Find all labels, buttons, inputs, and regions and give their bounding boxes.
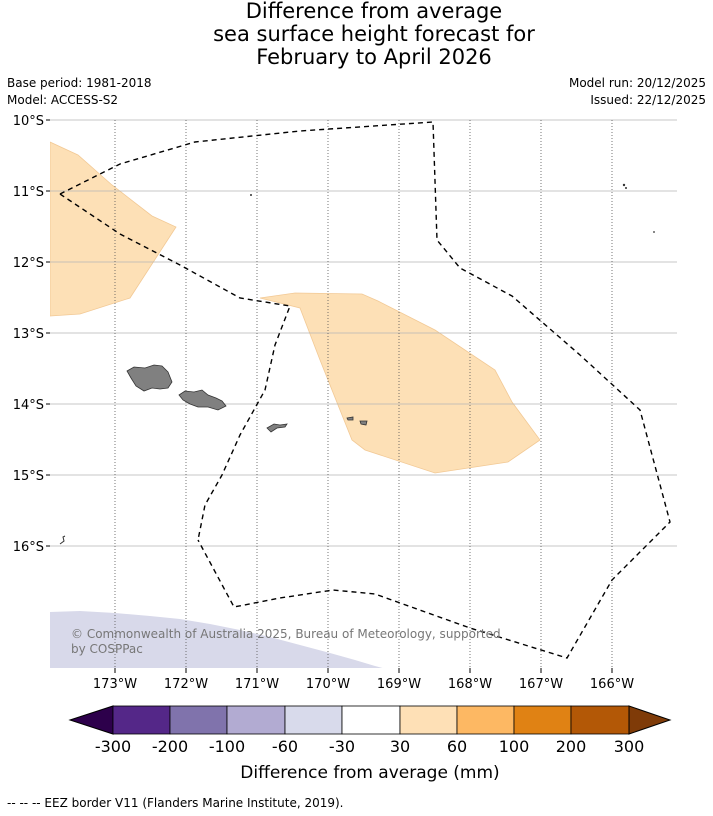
lon-label: 173°W	[93, 677, 137, 692]
colorbar-tick-label: 60	[447, 737, 467, 756]
lat-label: 10°S	[13, 114, 44, 129]
anomaly-negative-region	[50, 611, 383, 668]
title-line-2: sea surface height forecast for	[213, 22, 535, 46]
lon-label: 172°W	[164, 677, 208, 692]
colorbar-tick-label: -200	[152, 737, 188, 756]
colorbar-bin	[341, 705, 401, 735]
islet-4	[653, 231, 655, 233]
lat-label: 13°S	[13, 327, 44, 342]
colorbar-label: Difference from average (mm)	[240, 763, 499, 783]
land-masses	[59, 183, 655, 545]
islet-2	[622, 183, 626, 187]
colorbar-tick-label: -30	[329, 737, 355, 756]
colorbar-tick-label: -60	[272, 737, 298, 756]
island-upolu	[178, 389, 227, 411]
anomaly-positive-region-central	[259, 292, 541, 474]
colorbar-tick-label: 30	[390, 737, 410, 756]
colorbar-extend-max	[628, 705, 672, 735]
islet-5	[59, 535, 66, 545]
model-run: Model run: 20/12/2025	[568, 76, 706, 90]
island-ofu	[346, 416, 354, 421]
colorbar-bin	[570, 705, 630, 735]
colorbar: -300 -200 -100 -60 -30 30 60 100 200 300	[68, 705, 672, 756]
lat-label: 11°S	[13, 185, 44, 200]
lon-label: 167°W	[519, 677, 563, 692]
meta-right: Model run: 20/12/2025 Issued: 22/12/2025	[569, 75, 706, 109]
islet-1	[250, 194, 252, 196]
issued-date: Issued: 22/12/2025	[590, 93, 706, 107]
title-line-3: February to April 2026	[256, 45, 492, 69]
colorbar-extend-min	[68, 705, 114, 735]
eez-borders	[59, 121, 671, 659]
colorbar-tick-label: -100	[209, 737, 245, 756]
lon-label: 168°W	[448, 677, 492, 692]
eez-legend: -- -- -- EEZ border V11 (Flanders Marine…	[7, 796, 344, 810]
colorbar-bin	[513, 705, 572, 735]
meta-left: Base period: 1981-2018 Model: ACCESS-S2	[7, 75, 152, 109]
colorbar-tick-label: 100	[499, 737, 530, 756]
lat-label: 16°S	[13, 540, 44, 555]
island-tutuila	[266, 423, 288, 433]
colorbar-tick-label: 300	[614, 737, 645, 756]
map-figure: 10°S 11°S 12°S 13°S 14°S 15°S 16°S 173°W 172°W 17…	[13, 114, 677, 783]
islet-3	[625, 187, 627, 189]
colorbar-bin	[169, 705, 228, 735]
eez-border-samoa	[59, 193, 291, 541]
lon-label: 171°W	[235, 677, 279, 692]
title-line-1: Difference from average	[245, 0, 503, 23]
colorbar-bin	[456, 705, 515, 735]
lon-label: 166°W	[590, 677, 634, 692]
colorbar-tick-label: 200	[556, 737, 587, 756]
base-period: Base period: 1981-2018	[7, 76, 152, 90]
lon-label: 169°W	[377, 677, 421, 692]
model-name: Model: ACCESS-S2	[7, 93, 119, 107]
lat-label: 15°S	[13, 469, 44, 484]
map-title: Difference from average sea surface heig…	[0, 0, 713, 69]
eez-border-american-samoa	[59, 121, 671, 659]
map-area	[50, 141, 541, 668]
lon-label: 170°W	[306, 677, 350, 692]
island-tau	[359, 420, 368, 426]
copyright-line-1: © Commonwealth of Australia 2025, Bureau…	[71, 627, 501, 641]
axis-ticks: 10°S 11°S 12°S 13°S 14°S 15°S 16°S 173°W 172°W 17…	[13, 114, 635, 692]
colorbar-bin	[226, 705, 286, 735]
colorbar-bin	[112, 705, 171, 735]
copyright-line-2: by COSPPac	[71, 642, 143, 656]
lat-label: 12°S	[13, 256, 44, 271]
lat-label: 14°S	[13, 398, 44, 413]
colorbar-tick-label: -300	[95, 737, 131, 756]
island-savaii	[126, 364, 173, 392]
colorbar-bin	[284, 705, 343, 735]
colorbar-bin	[399, 705, 458, 735]
